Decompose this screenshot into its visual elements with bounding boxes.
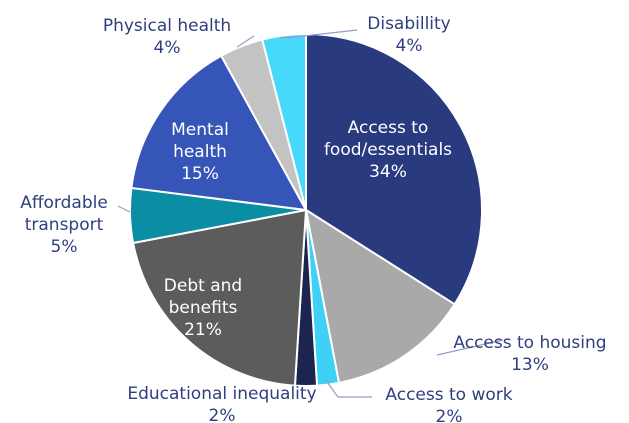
- label-access-to-food-essentials: Access to food/essentials 34%: [324, 118, 452, 182]
- value-label: 13%: [511, 355, 549, 375]
- leader-line-access-to-work: [324, 378, 372, 398]
- leader-line-affordable-transport: [117, 205, 131, 213]
- label-debt-and-benefits: Debt and benefits 21%: [164, 276, 242, 340]
- value-label: 21%: [184, 320, 222, 340]
- pie-slices: [129, 32, 483, 387]
- label-physical-health: Physical health 4%: [103, 16, 231, 58]
- category-label: Disabillity: [367, 14, 451, 34]
- leader-line-physical-health: [236, 35, 255, 48]
- category-label: Mental: [171, 120, 229, 140]
- category-label: Access to housing: [453, 333, 606, 353]
- leader-line-access-to-housing: [436, 339, 504, 356]
- category-label: health: [173, 142, 227, 162]
- slice-mental-health: [130, 54, 308, 212]
- category-label: Access to: [348, 118, 429, 138]
- category-label: Physical health: [103, 16, 231, 36]
- label-access-to-work: Access to work 2%: [385, 385, 512, 423]
- category-label: Affordable: [20, 193, 108, 213]
- leader-line-disabillity: [279, 29, 358, 39]
- category-label: Educational inequality: [127, 384, 316, 404]
- category-label: Access to work: [385, 385, 512, 405]
- category-label: food/essentials: [324, 140, 452, 160]
- value-label: 5%: [51, 237, 78, 257]
- slice-disabillity: [261, 32, 307, 211]
- value-label: 4%: [396, 36, 423, 56]
- value-label: 34%: [369, 162, 407, 182]
- value-label: 15%: [181, 164, 219, 184]
- label-access-to-housing: Access to housing 13%: [453, 333, 606, 375]
- label-affordable-transport: Affordable transport 5%: [20, 193, 108, 257]
- category-label: Debt and: [164, 276, 242, 296]
- value-label: 2%: [436, 407, 463, 423]
- slice-access-to-food-essentials: [305, 32, 483, 306]
- category-label: benefits: [169, 298, 238, 318]
- label-mental-health: Mental health 15%: [171, 120, 229, 184]
- slice-debt-and-benefits: [131, 208, 308, 387]
- slice-labels: Access to food/essentials 34% Access to hou…: [20, 14, 606, 423]
- label-disabillity: Disabillity 4%: [367, 14, 451, 56]
- value-label: 2%: [209, 406, 236, 423]
- category-label: transport: [25, 215, 104, 235]
- leader-lines: [117, 29, 504, 398]
- label-educational-inequality: Educational inequality 2%: [127, 384, 316, 423]
- value-label: 4%: [154, 38, 181, 58]
- slice-access-to-housing: [304, 207, 456, 385]
